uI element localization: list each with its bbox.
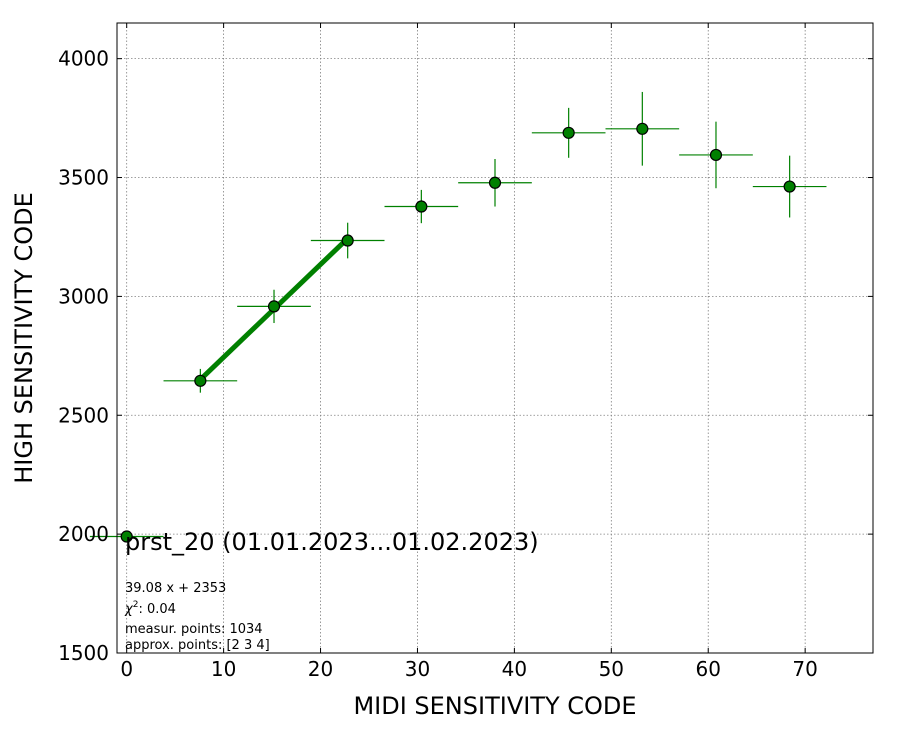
data-point [488, 176, 502, 189]
y-tick-label: 4000 [58, 47, 109, 71]
ticks [117, 23, 873, 654]
fit-equation: 39.08 x + 2353 [125, 581, 226, 596]
chi2-symbol: χ [124, 602, 134, 617]
chi2-annotation: χ2: 0.04 [124, 600, 176, 617]
x-tick-label: 10 [211, 657, 236, 681]
data-point [341, 234, 354, 247]
x-tick-label: 70 [792, 657, 817, 681]
x-tick-labels: 0 10 20 30 40 50 60 70 [120, 657, 818, 681]
data-point [783, 180, 796, 193]
chi2-superscript: 2 [133, 600, 139, 610]
grid [117, 23, 873, 653]
x-tick-label: 40 [502, 657, 527, 681]
y-tick-label: 2000 [58, 522, 109, 546]
y-tick-label: 2500 [58, 403, 109, 427]
data-point [562, 126, 575, 139]
data-point [194, 374, 207, 387]
measur-points-annotation: measur. points: 1034 [125, 622, 263, 637]
y-tick-label: 3000 [58, 284, 109, 308]
approx-points-annotation: approx. points: [2 3 4] [125, 638, 270, 653]
x-axis-label: MIDI SENSITIVITY CODE [353, 692, 636, 720]
x-tick-label: 20 [308, 657, 333, 681]
data-point [709, 148, 723, 162]
data-point [415, 200, 428, 213]
data-point [267, 300, 281, 313]
x-tick-label: 60 [696, 657, 721, 681]
x-tick-label: 0 [120, 657, 133, 681]
y-tick-label: 1500 [58, 641, 109, 665]
chart-title: prst_20 (01.01.2023...01.02.2023) [125, 528, 539, 556]
plot-frame [116, 22, 874, 654]
y-tick-label: 3500 [58, 166, 109, 190]
y-tick-labels: 1500 2000 2500 3000 3500 4000 [58, 47, 109, 665]
x-tick-label: 50 [599, 657, 624, 681]
y-axis-label: HIGH SENSITIVITY CODE [10, 192, 38, 484]
x-tick-label: 30 [405, 657, 430, 681]
data-points [120, 122, 796, 543]
data-point [120, 530, 133, 543]
data-point [636, 122, 649, 135]
chi2-value: : 0.04 [138, 602, 175, 617]
